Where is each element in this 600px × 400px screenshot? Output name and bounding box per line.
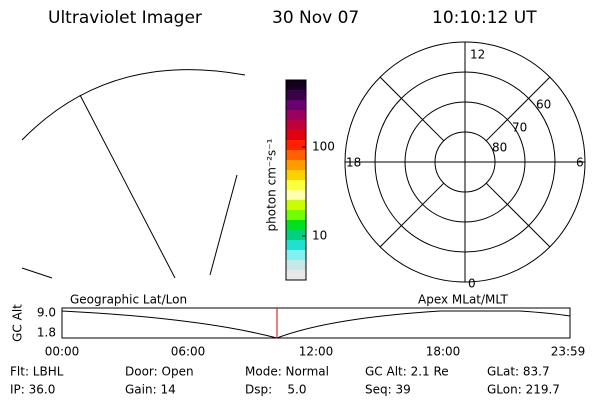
colorbar-swatch [286,90,306,101]
panel-label: Apex MLat/MLT [418,293,508,307]
x-tick-label: 23:59 [551,345,586,359]
colorbar-swatch [286,190,306,201]
limb-arc [21,69,246,141]
lat-label: 80 [492,141,507,155]
x-tick-label: 00:00 [45,345,80,359]
meridian [209,174,238,276]
status-field: GLon: 219.7 [487,383,560,397]
mlt-line [485,76,551,142]
colorbar-swatch [286,250,306,261]
mlt-label: 18 [346,156,361,170]
colorbar-swatch [286,270,306,281]
altitude-frame [61,307,571,339]
colorbar-swatch [286,80,306,91]
mlt-label: 12 [470,48,485,62]
lat-label: 70 [512,121,527,135]
meridian [21,267,53,279]
time: 10:10:12 UT [432,8,537,28]
colorbar-tick-label: 10 [312,229,327,243]
panel-label: Geographic Lat/Lon [70,293,187,307]
mlt-line [379,182,445,248]
status-field: Door: Open [125,365,194,379]
status-panel: Flt: LBHL Door: Open Mode: Normal GC Alt: 2… [10,365,560,397]
mlt-label: 6 [576,156,584,170]
altitude-curve [61,310,571,339]
status-field: Seq: 39 [365,383,411,397]
status-field: GC Alt: 2.1 Re [365,365,449,379]
title: Ultraviolet Imager [48,8,202,28]
y-axis-label: GC Alt [11,304,25,342]
x-tick-label: 18:00 [426,345,461,359]
status-field: Gain: 14 [125,383,176,397]
colorbar-swatch [286,110,306,121]
colorbar-swatch [286,220,306,231]
colorbar [286,80,306,281]
colorbar-swatch [286,130,306,141]
mlt-line [379,76,445,142]
colorbar-swatch [286,200,306,211]
mlt-line [485,182,551,248]
date: 30 Nov 07 [272,8,359,28]
status-field: GLat: 83.7 [487,365,550,379]
meridian [79,94,176,279]
polar-grid [344,41,586,283]
status-field: IP: 36.0 [10,383,55,397]
colorbar-swatch [286,160,306,171]
status-field: Flt: LBHL [10,365,64,379]
y-tick-label: 1.8 [37,326,56,340]
mlt-label: 0 [468,277,476,291]
x-tick-label: 06:00 [171,345,206,359]
colorbar-swatch [286,230,306,241]
status-field: Mode: Normal [245,365,329,379]
y-tick-label: 9.0 [37,306,56,320]
colorbar-frame [285,79,307,281]
lat-label: 60 [536,98,551,112]
colorbar-label: photon cm⁻²s⁻¹ [265,138,279,231]
colorbar-swatch [286,140,306,151]
colorbar-swatch [286,260,306,271]
colorbar-swatch [286,180,306,191]
colorbar-swatch [286,210,306,221]
colorbar-tick-label: 100 [312,140,335,154]
x-tick-label: 12:00 [299,345,334,359]
colorbar-swatch [286,240,306,251]
colorbar-swatch [286,120,306,131]
colorbar-swatch [286,170,306,181]
status-field: Dsp: 5.0 [245,383,307,397]
geographic-view [21,69,246,279]
colorbar-swatch [286,150,306,161]
colorbar-swatch [286,100,306,111]
